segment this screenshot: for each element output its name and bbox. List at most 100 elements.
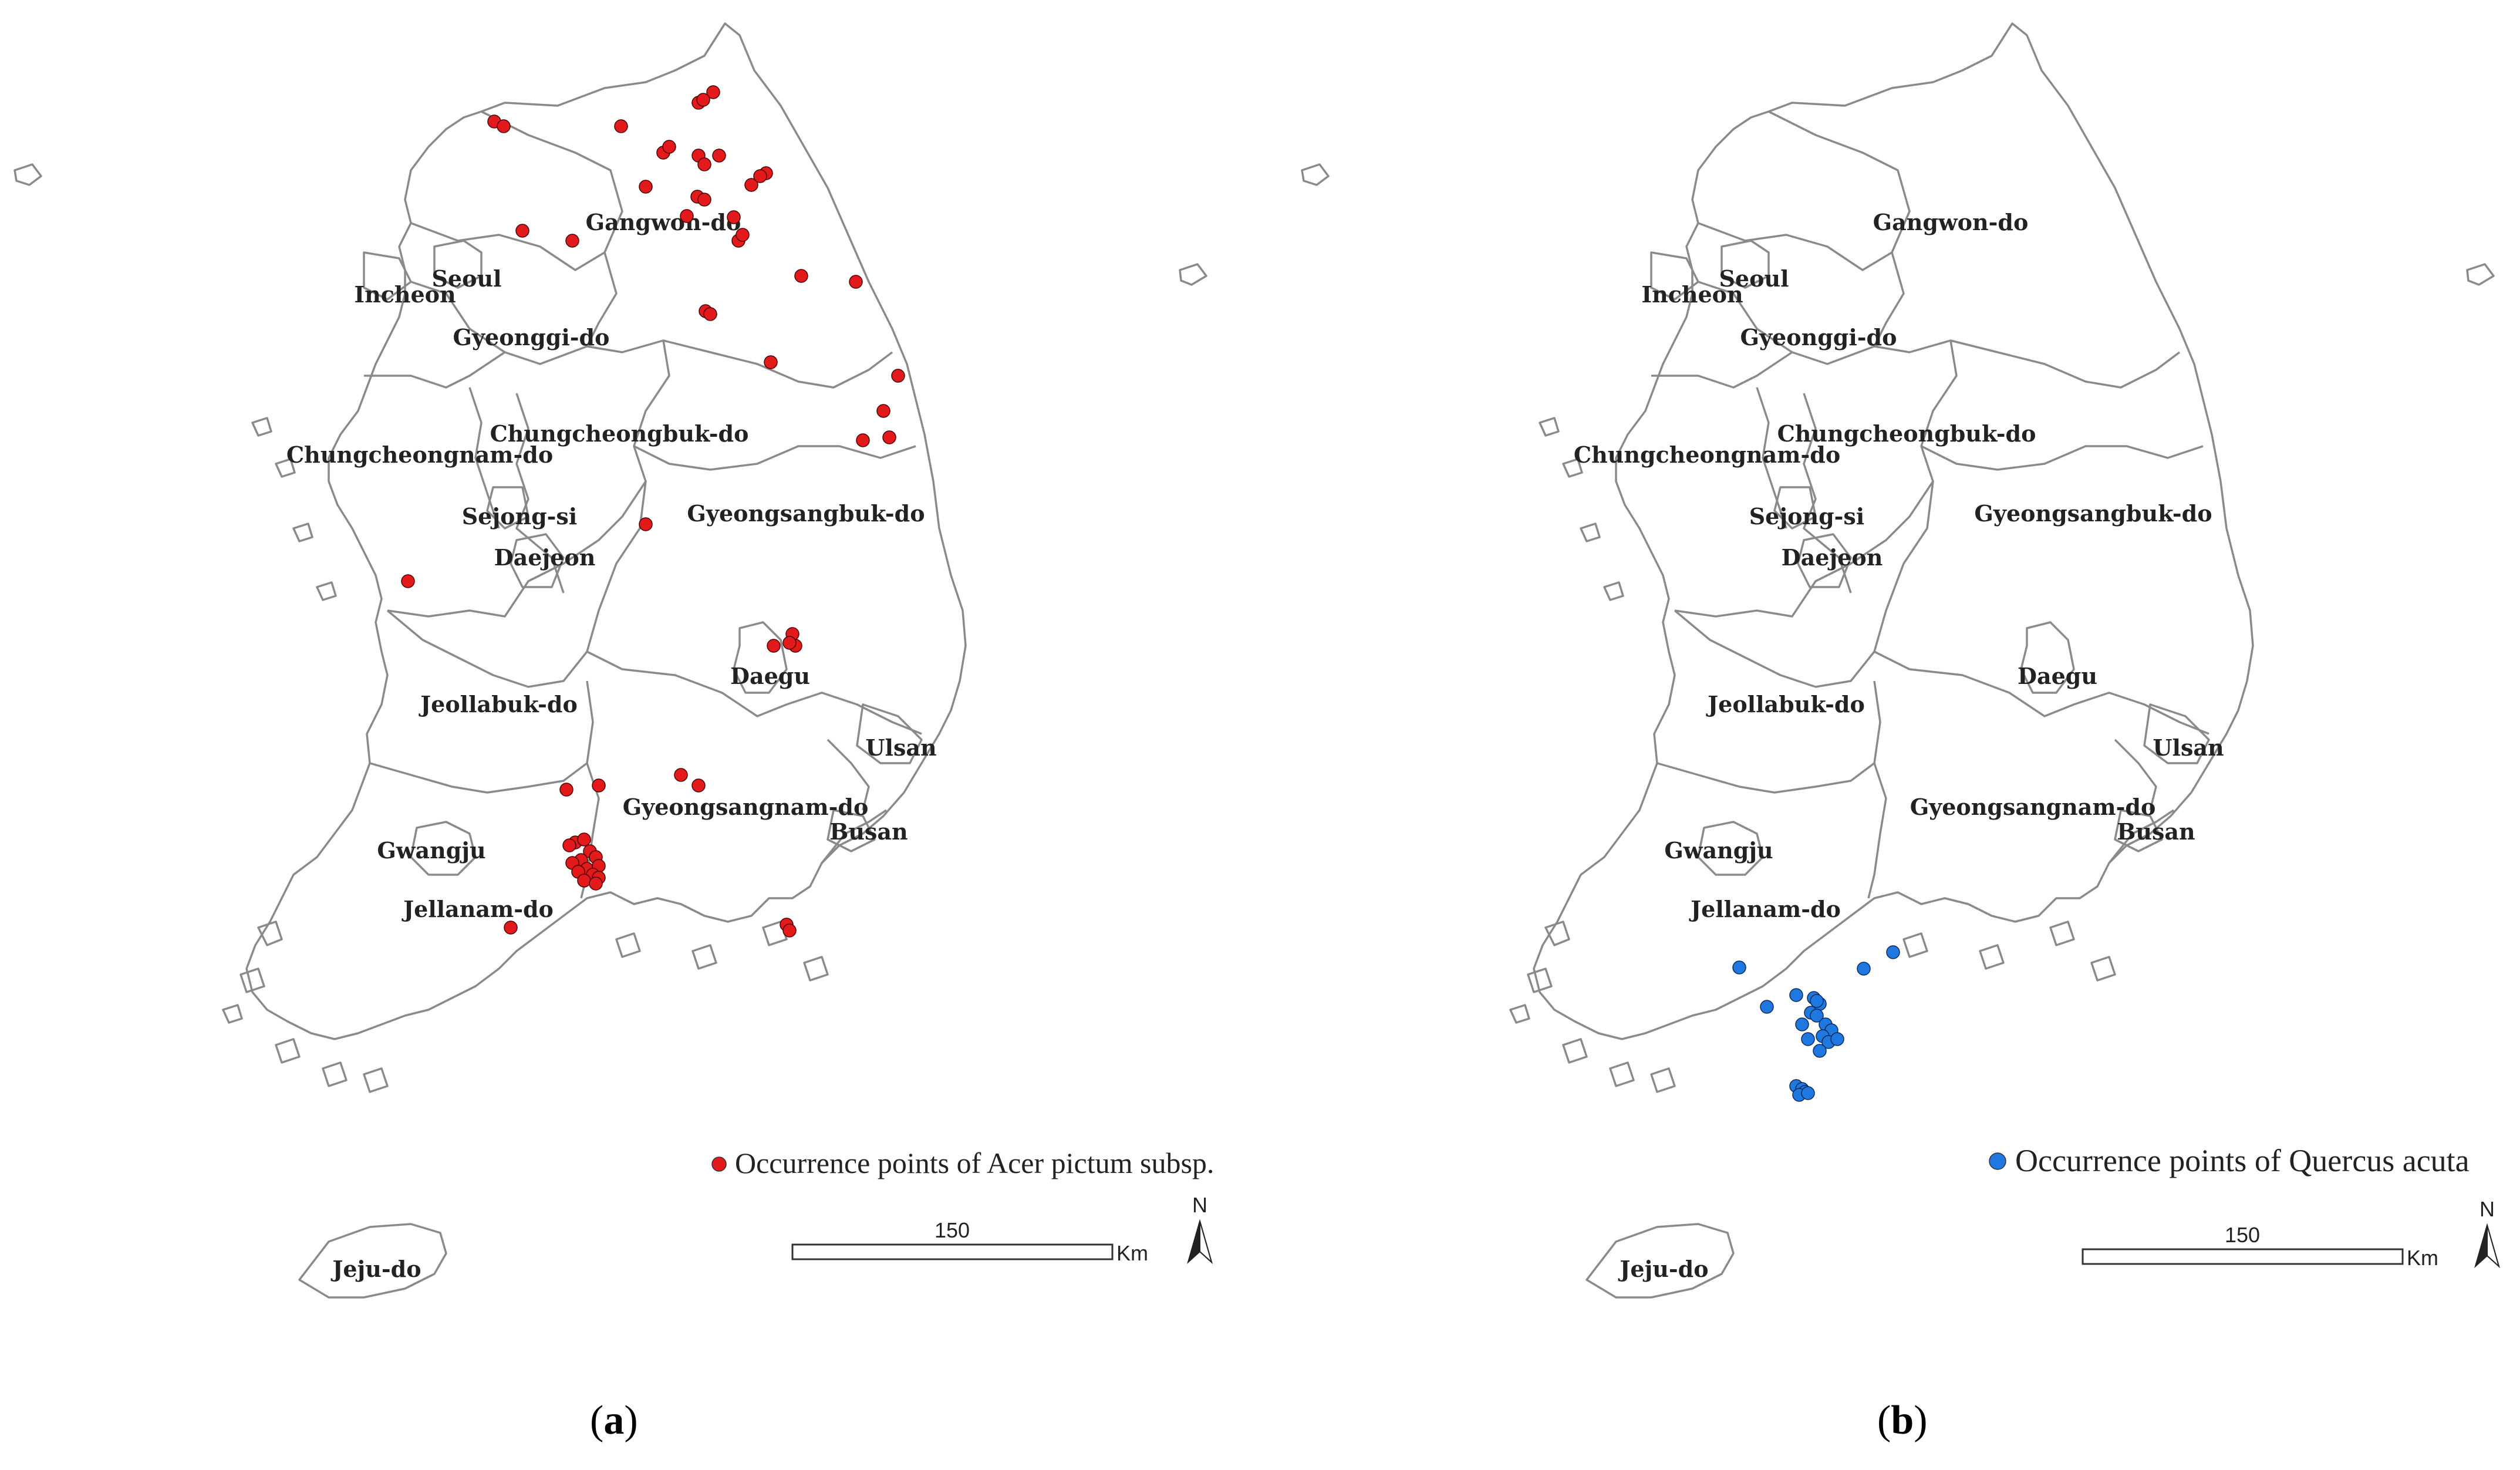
legend: Occurrence points of Quercus acuta: [1989, 1143, 2470, 1178]
label-daegu: Daegu: [2018, 663, 2097, 689]
legend: Occurrence points of Acer pictum subsp.: [711, 1147, 1214, 1179]
occurrence-point: [1886, 945, 1900, 959]
island-jeju: [1585, 1223, 1735, 1299]
occurrence-point: [1795, 1017, 1809, 1031]
border-sejong: [486, 486, 529, 530]
scale-bar-rect: [2082, 1248, 2404, 1265]
label-gyeonggi: Gyeonggi-do: [1740, 324, 1897, 350]
border-ulsan: [2143, 703, 2210, 764]
occurrence-point: [697, 193, 711, 207]
occurrence-point: [882, 430, 896, 444]
border-daejeon: [510, 533, 565, 588]
occurrence-point: [639, 517, 653, 531]
border-incheon: [363, 251, 412, 301]
occurrence-point: [1857, 962, 1871, 976]
border-gyeongbuk: [586, 445, 922, 735]
caption-b: (b): [1877, 1398, 1928, 1443]
border-incheon: [1650, 251, 1699, 301]
legend-marker: [711, 1157, 727, 1172]
label-sejong: Sejong-si: [1749, 503, 1865, 530]
label-daejeon: Daejeon: [494, 544, 596, 571]
border-seoul: [1721, 240, 1770, 289]
occurrence-points: [1732, 945, 1900, 1102]
north-arrow: N: [2474, 1197, 2500, 1269]
occurrence-point: [1810, 994, 1824, 1008]
occurrence-point: [1732, 960, 1746, 975]
border-chungbuk: [387, 340, 670, 618]
north-label: N: [2479, 1197, 2495, 1221]
occurrence-points: [401, 85, 905, 938]
occurrence-point: [1830, 1032, 1844, 1046]
region-labels: Gangwon-do Seoul Incheon Gyeonggi-do Chu…: [286, 209, 937, 1282]
islands-west: [251, 417, 337, 601]
label-jeonbuk: Jeollabuk-do: [1706, 691, 1865, 717]
occurrence-point: [504, 921, 518, 935]
scale-label: 150: [2225, 1223, 2260, 1247]
occurrence-point: [891, 369, 905, 383]
occurrence-point: [680, 209, 694, 223]
occurrence-point: [565, 234, 579, 248]
north-label: N: [1192, 1193, 1207, 1217]
border-sejong: [1773, 486, 1817, 530]
label-gyeonggi: Gyeonggi-do: [453, 324, 610, 350]
occurrence-point: [794, 269, 808, 283]
label-gwangju: Gwangju: [1664, 837, 1773, 864]
border-daejeon: [1797, 533, 1852, 588]
border-jeonbuk: [1657, 609, 1881, 794]
label-gyeongnam: Gyeongsangnam-do: [1910, 794, 2156, 820]
occurrence-point: [1801, 1086, 1815, 1100]
north-arrow: N: [1187, 1193, 1213, 1265]
label-sejong: Sejong-si: [462, 503, 578, 530]
label-seoul: Seoul: [431, 265, 501, 292]
border-gwangju: [1697, 821, 1764, 876]
occurrence-point: [767, 639, 781, 653]
occurrence-point: [697, 157, 711, 171]
occurrence-point: [674, 768, 688, 782]
label-chungbuk: Chungcheongbuk-do: [1777, 420, 2036, 447]
occurrence-point: [706, 85, 720, 99]
island-baengnyeong: [14, 163, 42, 186]
border-jeonbuk: [369, 609, 594, 794]
label-ulsan: Ulsan: [2153, 734, 2224, 761]
islands-west: [1539, 417, 1624, 601]
scale-bar: 150 Km: [2082, 1223, 2438, 1270]
border-gyeongbuk: [1873, 445, 2209, 735]
occurrence-point: [782, 923, 797, 938]
occurrence-point: [639, 180, 653, 194]
label-busan: Busan: [2117, 818, 2195, 845]
occurrence-point: [662, 140, 676, 154]
island-jeju: [298, 1223, 447, 1299]
label-gangwon: Gangwon-do: [586, 209, 741, 235]
border-gyeongnam: [1867, 739, 2174, 899]
legend-text: Occurrence points of Quercus acuta: [2015, 1143, 2470, 1178]
label-chungnam: Chungcheongnam-do: [286, 441, 553, 468]
label-jeonnam: Jellanam-do: [1689, 896, 1841, 922]
label-jeonnam: Jellanam-do: [402, 896, 554, 922]
occurrence-point: [577, 832, 591, 847]
occurrence-point: [849, 275, 863, 289]
occurrence-point: [691, 778, 706, 793]
occurrence-point: [744, 178, 758, 192]
occurrence-point: [614, 119, 628, 133]
border-seoul: [433, 240, 483, 289]
label-busan: Busan: [829, 818, 908, 845]
mainland-outline: [245, 22, 967, 1040]
islands-southwest: [222, 921, 389, 1093]
label-jeju: Jeju-do: [330, 1256, 421, 1282]
occurrence-point: [876, 404, 890, 418]
map-outline: [1301, 22, 2495, 1299]
occurrence-point: [727, 210, 741, 224]
border-gwangju: [410, 821, 477, 876]
islands-south: [1902, 921, 2116, 982]
label-jeju: Jeju-do: [1618, 1256, 1708, 1282]
mainland-outline: [1533, 22, 2254, 1040]
occurrence-point: [856, 433, 870, 447]
label-gyeongbuk: Gyeongsangbuk-do: [1974, 500, 2212, 527]
scale-unit: Km: [1116, 1241, 1148, 1265]
legend-marker: [1989, 1152, 2006, 1170]
label-gyeongnam: Gyeongsangnam-do: [623, 794, 869, 820]
caption-a: (a): [590, 1398, 638, 1443]
label-seoul: Seoul: [1719, 265, 1789, 292]
border-busan: [826, 809, 876, 852]
